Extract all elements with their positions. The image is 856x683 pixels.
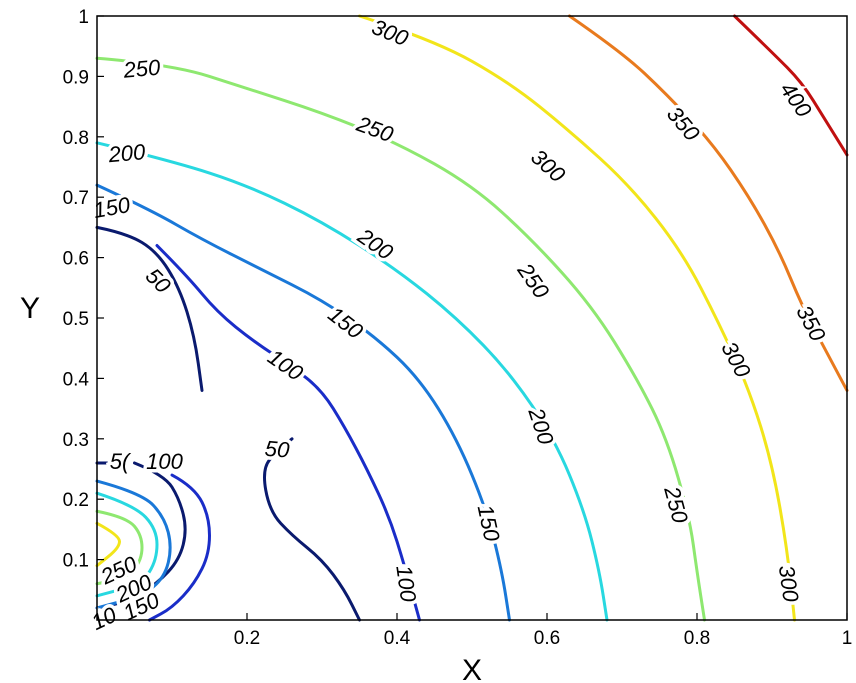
contour-line-250-0	[95, 56, 706, 622]
y-tick-label-2: 0.3	[63, 430, 89, 451]
y-tick-label-5: 0.6	[63, 249, 89, 270]
contour-line-200-0	[95, 141, 609, 622]
y-tick-label-4: 0.5	[63, 309, 89, 330]
contour-line-150-0	[95, 183, 511, 622]
x-tick-label-4: 1	[842, 628, 853, 649]
x-axis-ticks: 0.2 0.4 0.6 0.8 1	[234, 613, 853, 649]
x-tick-label-0: 0.2	[234, 628, 260, 649]
contour-line-400-0	[733, 14, 849, 157]
contour-line-50-0	[95, 225, 204, 392]
contour-line-250-1	[95, 509, 144, 586]
contour-label-6: 200	[106, 139, 147, 167]
contour-line-50-1	[263, 437, 361, 622]
contour-label-18: 100	[146, 449, 183, 474]
x-tick-label-2: 0.6	[534, 628, 560, 649]
contour-label-21: 100	[391, 564, 421, 605]
y-axis-label: Y	[20, 292, 40, 325]
contour-label-17: 5(	[110, 449, 132, 474]
contour-line-300-0	[358, 14, 796, 622]
contour-line-100-0	[155, 244, 421, 622]
contour-line-200-1	[95, 491, 159, 598]
contour-label-16: 50	[264, 436, 291, 463]
y-tick-label-3: 0.4	[63, 369, 90, 390]
y-axis-ticks: 0.1 0.2 0.3 0.4 0.5 0.6 0.7 0.8 0.9 1	[63, 7, 104, 572]
contour-line-150-1	[95, 479, 172, 610]
contour-label-22: 300	[774, 564, 804, 605]
contour-lines	[95, 14, 849, 622]
y-tick-label-0: 0.1	[63, 551, 89, 572]
contour-line-300-1	[95, 521, 121, 568]
y-tick-label-8: 0.9	[63, 67, 89, 88]
contour-line-100-1	[148, 473, 211, 622]
x-tick-label-1: 0.4	[384, 628, 411, 649]
contour-line-350-0	[568, 14, 849, 392]
y-tick-label-6: 0.7	[63, 188, 89, 209]
y-tick-label-7: 0.8	[63, 128, 89, 149]
y-tick-label-9: 1	[78, 7, 89, 28]
contour-label-1: 250	[121, 55, 162, 83]
x-axis-label: X	[462, 654, 482, 683]
y-tick-label-1: 0.2	[63, 490, 89, 511]
x-tick-label-3: 0.8	[684, 628, 710, 649]
